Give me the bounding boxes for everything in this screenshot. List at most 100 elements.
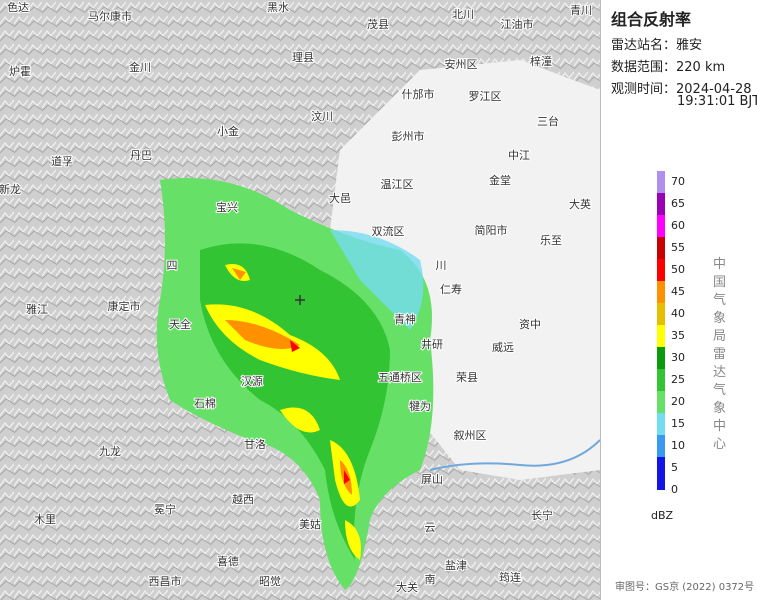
place-label: 西昌市 bbox=[149, 574, 182, 588]
legend-label: 70 bbox=[671, 175, 685, 188]
place-label: 青川 bbox=[570, 4, 592, 17]
place-label: 筠连 bbox=[499, 570, 521, 584]
place-label: 木里 bbox=[34, 513, 56, 526]
place-label: 中江 bbox=[508, 149, 530, 162]
place-label: 大关 bbox=[396, 580, 418, 594]
place-label: 南 bbox=[425, 573, 436, 586]
legend-swatch bbox=[657, 457, 665, 479]
legend-label: 10 bbox=[671, 439, 685, 452]
place-label: 盐津 bbox=[445, 559, 467, 572]
legend-swatch bbox=[657, 237, 665, 259]
place-label: 仁寿 bbox=[440, 282, 462, 296]
place-label: 昭觉 bbox=[259, 575, 281, 588]
place-label: 金堂 bbox=[489, 173, 511, 187]
time-row: 观测时间：2024-04-28 bbox=[611, 78, 752, 97]
info-panel: 组合反射率 雷达站名：雅安 数据范围：220 km 观测时间：2024-04-2… bbox=[600, 0, 757, 600]
value: 2024-04-28 bbox=[676, 82, 752, 97]
label: 数据范围： bbox=[611, 60, 677, 75]
place-label: 叙州区 bbox=[454, 428, 487, 442]
place-label: 茂县 bbox=[367, 17, 389, 31]
place-label: 甘洛 bbox=[244, 437, 266, 451]
place-label: 汉源 bbox=[241, 374, 263, 388]
label: 观测时间： bbox=[611, 82, 677, 97]
legend-label: 15 bbox=[671, 417, 685, 430]
legend-label: 5 bbox=[671, 461, 678, 474]
legend-label: 50 bbox=[671, 263, 685, 276]
place-label: 色达 bbox=[7, 0, 29, 14]
legend-swatch bbox=[657, 391, 665, 413]
legend-label: 40 bbox=[671, 307, 685, 320]
river bbox=[429, 439, 600, 471]
value: 220 km bbox=[676, 60, 726, 75]
place-label: 乐至 bbox=[540, 234, 562, 247]
place-label: 长宁 bbox=[531, 508, 553, 522]
radar-site bbox=[295, 295, 305, 305]
place-label: 云 bbox=[425, 521, 436, 534]
place-label: 越西 bbox=[232, 492, 254, 506]
place-label: 喜德 bbox=[217, 554, 239, 568]
legend-swatch bbox=[657, 193, 665, 215]
legend-swatch bbox=[657, 325, 665, 347]
legend-swatch bbox=[657, 347, 665, 369]
place-label: 大邑 bbox=[329, 191, 351, 205]
place-label: 荣县 bbox=[456, 371, 478, 384]
footer: 审图号：GS京 (2022) 0372号 bbox=[615, 582, 755, 593]
place-label: 梓潼 bbox=[530, 54, 552, 68]
place-label: 井研 bbox=[421, 337, 443, 351]
legend-swatch bbox=[657, 281, 665, 303]
place-label: 黑水 bbox=[267, 1, 289, 14]
legend-swatch bbox=[657, 303, 665, 325]
place-label: 小金 bbox=[217, 124, 239, 138]
legend-swatch bbox=[657, 413, 665, 435]
place-label: 理县 bbox=[292, 51, 314, 64]
place-label: 安州区 bbox=[445, 57, 478, 71]
place-label: 北川 bbox=[452, 8, 474, 21]
place-label: 双流区 bbox=[372, 224, 405, 238]
legend-unit: dBZ bbox=[651, 509, 674, 522]
place-label: 温江区 bbox=[381, 178, 414, 191]
place-label: 三台 bbox=[537, 114, 559, 128]
place-label: 九龙 bbox=[99, 445, 121, 458]
place-label: 汶川 bbox=[311, 109, 333, 123]
place-label: 马尔康市 bbox=[88, 9, 132, 23]
range-row: 数据范围：220 km bbox=[611, 56, 725, 75]
place-label: 大英 bbox=[569, 197, 591, 211]
panel-title: 组合反射率 bbox=[611, 10, 692, 29]
organization: 中国气象局雷达气象中心 bbox=[713, 257, 727, 452]
echo bbox=[330, 230, 424, 330]
value: 雅安 bbox=[676, 38, 703, 53]
legend-swatch bbox=[657, 171, 665, 193]
place-label: 彭州市 bbox=[392, 129, 425, 143]
legend-label: 60 bbox=[671, 219, 685, 232]
legend-swatch bbox=[657, 479, 665, 490]
legend-swatch bbox=[657, 369, 665, 391]
place-label: 简阳市 bbox=[475, 223, 508, 237]
station-row: 雷达站名：雅安 bbox=[611, 34, 702, 53]
place-label: 屏山 bbox=[421, 473, 443, 486]
place-label: 威远 bbox=[492, 341, 514, 354]
place-label: 炉霍 bbox=[9, 65, 31, 78]
place-label: 川 bbox=[436, 259, 447, 272]
place-label: 新龙 bbox=[0, 182, 21, 196]
place-label: 天全 bbox=[169, 317, 191, 331]
legend-swatch bbox=[657, 259, 665, 281]
legend-label: 0 bbox=[671, 483, 678, 496]
basin bbox=[330, 60, 600, 480]
legend-swatch bbox=[657, 215, 665, 237]
legend-swatch bbox=[657, 435, 665, 457]
legend-label: 65 bbox=[671, 197, 685, 210]
place-label: 金川 bbox=[129, 60, 151, 74]
label: 雷达站名： bbox=[611, 38, 677, 53]
legend-label: 20 bbox=[671, 395, 685, 408]
place-label: 石棉 bbox=[194, 396, 216, 410]
legend-label: 30 bbox=[671, 351, 685, 364]
legend-label: 55 bbox=[671, 241, 685, 254]
place-label: 资中 bbox=[519, 318, 541, 331]
legend-label: 35 bbox=[671, 329, 685, 342]
place-label: 宝兴 bbox=[216, 200, 238, 214]
place-label: 五通桥区 bbox=[378, 371, 422, 384]
